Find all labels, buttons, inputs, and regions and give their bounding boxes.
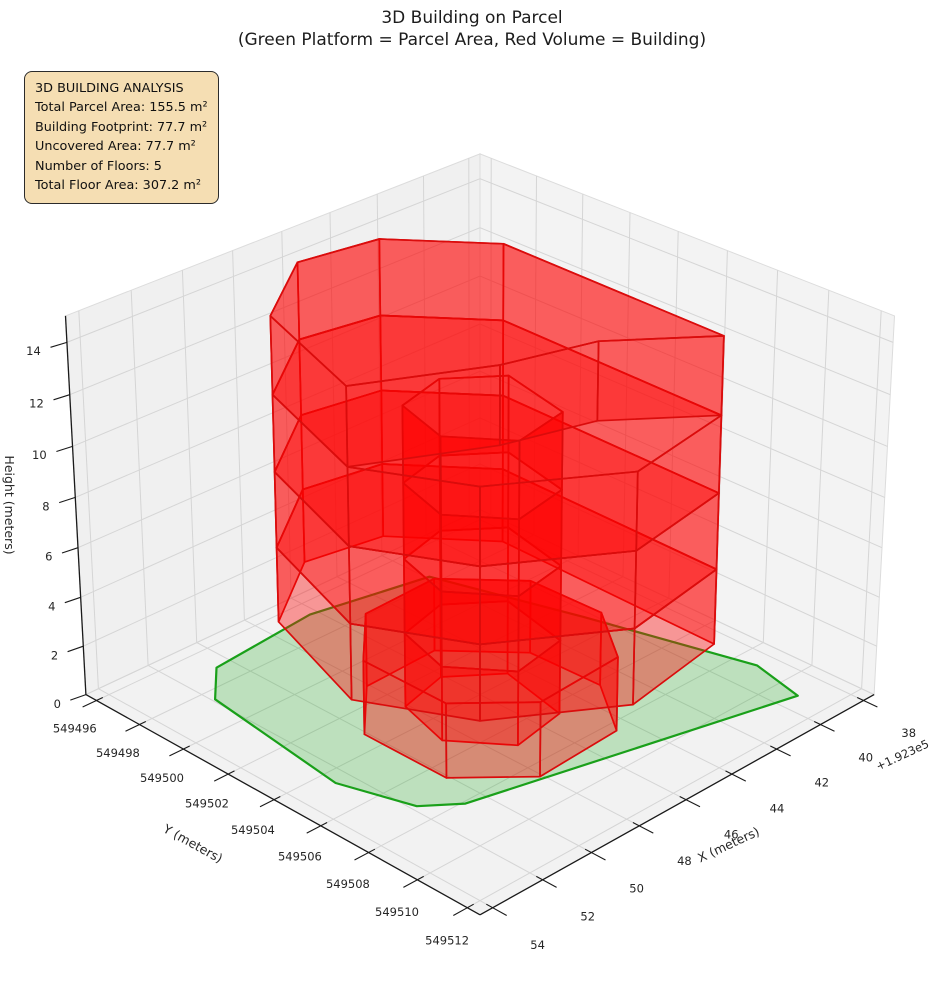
chart-title: 3D Building on Parcel <box>381 8 563 28</box>
y-tick-label: 549504 <box>231 823 275 837</box>
x-tick-label: 48 <box>677 854 692 868</box>
chart-title-block: 3D Building on Parcel (Green Platform = … <box>0 7 944 51</box>
y-tick-label: 549498 <box>96 746 140 760</box>
info-box-line: Uncovered Area: 77.7 m² <box>35 139 196 155</box>
z-tick-label: 2 <box>51 649 58 663</box>
y-tick-label: 549508 <box>326 877 370 891</box>
parcel-polygon <box>214 575 799 808</box>
z-tick-label: 10 <box>32 448 47 462</box>
y-tick-label: 549512 <box>425 934 469 948</box>
z-tick-label: 4 <box>48 600 55 614</box>
tick-label-group: 3840424446485052545494965494985495005495… <box>26 344 916 952</box>
y-axis-label: Y (meters) <box>160 821 225 866</box>
x-tick-label: 44 <box>770 801 785 815</box>
z-axis-label: Height (meters) <box>2 455 17 554</box>
y-tick-label: 549496 <box>53 721 97 735</box>
info-box-line: Building Footprint: 77.7 m² <box>35 119 208 135</box>
x-tick-label: 46 <box>724 828 739 842</box>
info-box-lines: Total Parcel Area: 155.5 m² Building Foot… <box>35 98 208 195</box>
z-tick-label: 12 <box>29 396 44 410</box>
x-tick-label: 42 <box>814 776 829 790</box>
y-tick-label: 549502 <box>185 797 229 811</box>
y-tick-label: 549500 <box>140 771 184 785</box>
x-offset-text: +1.923e5 <box>874 737 932 774</box>
z-tick-label: 14 <box>26 344 41 358</box>
z-tick-label: 0 <box>54 697 61 711</box>
info-box-line: Number of Floors: 5 <box>35 158 162 174</box>
x-tick-label: 38 <box>901 726 916 740</box>
building-group <box>269 238 725 779</box>
x-tick-label: 40 <box>858 751 873 765</box>
y-tick-label: 549506 <box>278 850 322 864</box>
info-box-heading: 3D BUILDING ANALYSIS <box>35 81 184 96</box>
grid-group <box>66 158 894 909</box>
analysis-info-box: 3D BUILDING ANALYSIS Total Parcel Area: … <box>24 71 219 205</box>
z-tick-label: 8 <box>42 499 49 513</box>
x-tick-label: 52 <box>580 910 595 924</box>
x-tick-label: 54 <box>530 938 545 952</box>
chart-subtitle: (Green Platform = Parcel Area, Red Volum… <box>237 30 707 50</box>
info-box-line: Total Floor Area: 307.2 m² <box>35 178 201 194</box>
info-box-line: Total Parcel Area: 155.5 m² <box>35 100 208 116</box>
y-tick-label: 549510 <box>375 905 419 919</box>
x-tick-label: 50 <box>629 882 644 896</box>
z-tick-label: 6 <box>45 550 52 564</box>
axis-group <box>50 315 878 916</box>
